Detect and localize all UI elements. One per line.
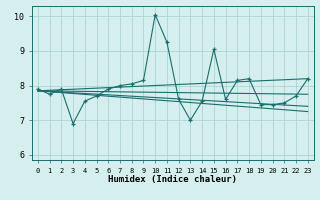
X-axis label: Humidex (Indice chaleur): Humidex (Indice chaleur)	[108, 175, 237, 184]
